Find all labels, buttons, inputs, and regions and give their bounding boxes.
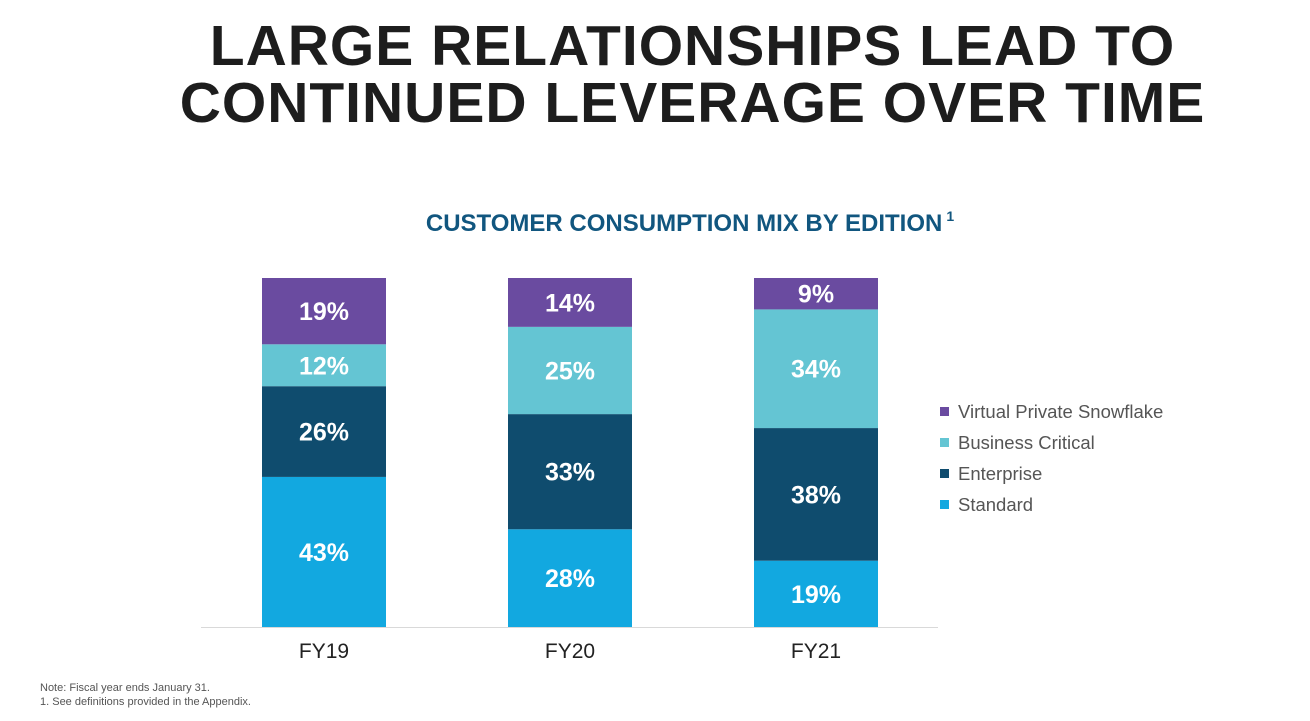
chart-legend: Virtual Private Snowflake Business Critic…	[940, 396, 1163, 520]
legend-swatch	[940, 500, 949, 509]
data-label-fy20-virtual-private-snowflake: 14%	[545, 289, 595, 317]
legend-label: Standard	[958, 493, 1034, 515]
data-label-fy21-enterprise: 38%	[791, 481, 841, 509]
x-tick-label-fy19: FY19	[299, 640, 349, 663]
data-label-fy19-business-critical: 12%	[299, 352, 349, 380]
bar-fy19-business-critical	[262, 344, 386, 387]
data-label-fy19-enterprise: 26%	[299, 419, 349, 447]
footnote-note: Note: Fiscal year ends January 31.	[40, 682, 210, 694]
bar-fy20-standard	[508, 529, 632, 627]
legend-item-virtual-private-snowflake: Virtual Private Snowflake	[940, 396, 1163, 427]
bar-fy20-business-critical	[508, 326, 632, 415]
data-label-fy21-standard: 19%	[791, 581, 841, 609]
bar-fy21-virtual-private-snowflake	[754, 278, 878, 310]
legend-item-enterprise: Enterprise	[940, 458, 1163, 489]
bar-fy20-enterprise	[508, 414, 632, 530]
bar-fy20-virtual-private-snowflake	[508, 278, 632, 327]
chart-title-footnote: 1	[946, 208, 955, 224]
page-title: LARGE RELATIONSHIPS LEAD TO CONTINUED LE…	[0, 18, 1310, 132]
page-title-line-2: CONTINUED LEVERAGE OVER TIME	[179, 71, 1206, 135]
data-label-fy20-business-critical: 25%	[545, 357, 595, 385]
legend-item-standard: Standard	[940, 489, 1163, 520]
legend-label: Business Critical	[958, 431, 1095, 453]
page-title-line-1: LARGE RELATIONSHIPS LEAD TO	[209, 14, 1176, 78]
legend-label: Virtual Private Snowflake	[958, 400, 1164, 422]
legend-swatch	[940, 469, 949, 478]
data-label-fy21-virtual-private-snowflake: 9%	[798, 281, 834, 309]
legend-item-business-critical: Business Critical	[940, 427, 1163, 458]
x-tick-label-fy21: FY21	[791, 640, 841, 663]
chart-title-text: CUSTOMER CONSUMPTION MIX BY EDITION	[425, 210, 943, 237]
legend-swatch	[940, 407, 949, 416]
data-label-fy19-standard: 43%	[299, 539, 349, 567]
legend-label: Enterprise	[958, 462, 1043, 484]
footnote-definitions: 1. See definitions provided in the Appen…	[40, 696, 251, 708]
bar-fy21-standard	[754, 560, 878, 627]
chart-title: CUSTOMER CONSUMPTION MIX BY EDITION 1	[0, 208, 1310, 238]
data-label-fy20-enterprise: 33%	[545, 459, 595, 487]
bar-fy19-enterprise	[262, 386, 386, 477]
bar-fy21-business-critical	[754, 309, 878, 429]
data-label-fy21-business-critical: 34%	[791, 356, 841, 384]
data-label-fy20-standard: 28%	[545, 565, 595, 593]
x-tick-label-fy20: FY20	[545, 640, 595, 663]
bar-fy21-enterprise	[754, 428, 878, 561]
footnotes: Note: Fiscal year ends January 31. 1. Se…	[40, 681, 251, 709]
bar-fy19-standard	[262, 476, 386, 627]
bar-fy19-virtual-private-snowflake	[262, 278, 386, 345]
data-label-fy19-virtual-private-snowflake: 19%	[299, 298, 349, 326]
legend-swatch	[940, 438, 949, 447]
